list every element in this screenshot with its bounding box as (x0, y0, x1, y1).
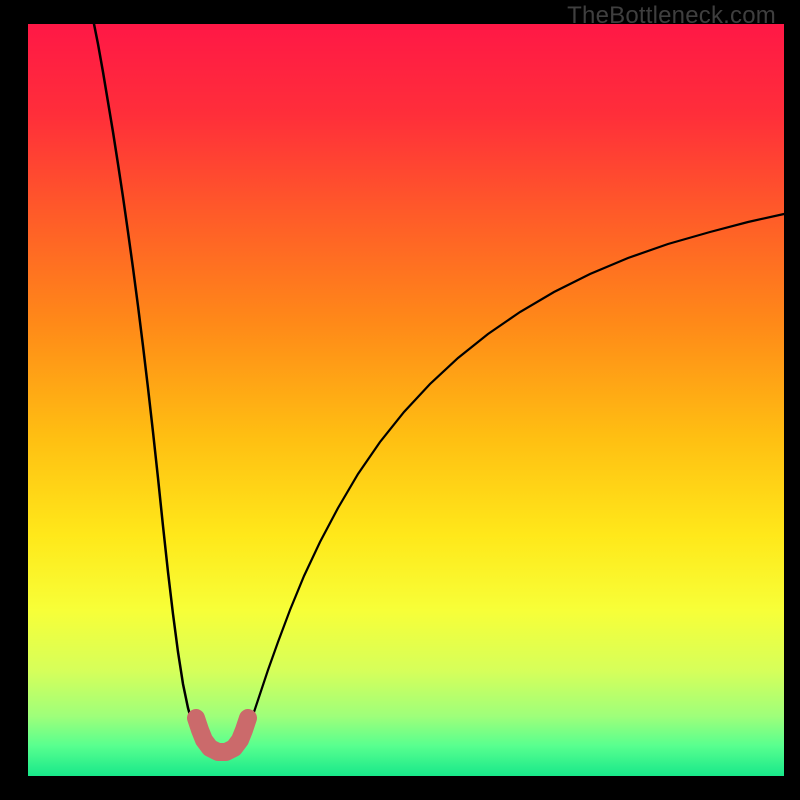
gradient-background (28, 24, 784, 776)
watermark-text: TheBottleneck.com (567, 2, 776, 30)
plot-area (28, 24, 784, 776)
chart-container: TheBottleneck.com (0, 0, 800, 800)
chart-svg (0, 0, 800, 800)
